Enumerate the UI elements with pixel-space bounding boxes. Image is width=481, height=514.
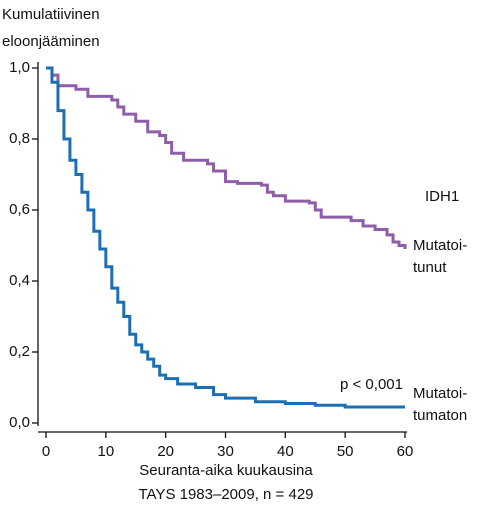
y-tick-label: 0,4	[9, 272, 30, 289]
x-axis-title: TAYS 1983–2009, n = 429	[139, 486, 314, 503]
x-tick-label: 50	[337, 443, 354, 460]
x-tick-label: 60	[397, 443, 414, 460]
x-tick-label: 10	[97, 443, 114, 460]
annotation: IDH1	[425, 188, 459, 205]
y-tick-label: 0,8	[9, 130, 30, 147]
y-tick-label: 0,6	[9, 201, 30, 218]
series-label: tumaton	[413, 407, 467, 424]
y-axis-title: eloonjääminen	[2, 33, 100, 50]
x-tick-label: 30	[217, 443, 234, 460]
y-axis-title: Kumulatiivinen	[2, 6, 100, 23]
x-tick-label: 20	[157, 443, 174, 460]
series-label: tunut	[413, 259, 447, 276]
series-label: Mutatoi-	[413, 237, 467, 254]
survival-curve	[46, 66, 407, 250]
y-tick-label: 1,0	[9, 59, 30, 76]
series-label: Mutatoi-	[413, 385, 467, 402]
annotation: p < 0,001	[340, 376, 403, 393]
y-tick-label: 0,2	[9, 343, 30, 360]
survival-curve	[46, 66, 405, 409]
x-tick-label: 0	[42, 443, 50, 460]
x-tick-label: 40	[277, 443, 294, 460]
x-axis-title: Seuranta-aika kuukausina	[139, 462, 313, 479]
y-tick-label: 0,0	[9, 414, 30, 431]
